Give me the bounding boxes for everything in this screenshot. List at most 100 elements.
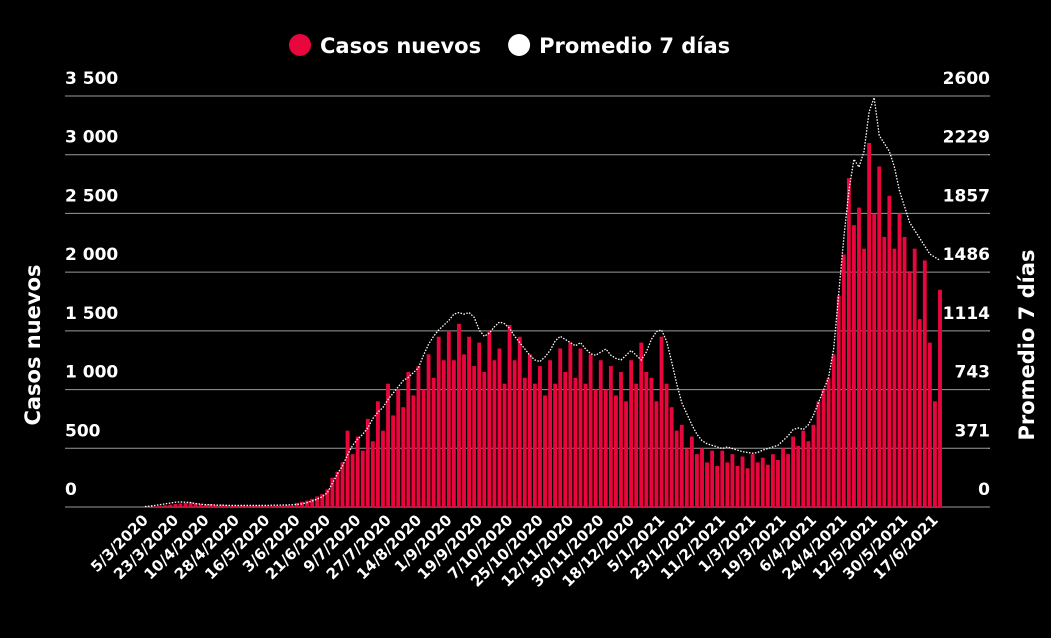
bar xyxy=(882,236,887,507)
bar xyxy=(477,342,482,507)
bar xyxy=(315,496,320,507)
bar xyxy=(517,336,522,507)
bar xyxy=(193,503,198,507)
bar xyxy=(330,477,335,507)
y-tick-label: 3 000 xyxy=(65,128,118,148)
bar xyxy=(305,500,309,507)
bar xyxy=(264,505,269,507)
y-tick-label: 3 500 xyxy=(65,69,118,89)
bar xyxy=(801,430,806,507)
bar xyxy=(543,395,547,507)
bar xyxy=(654,401,659,507)
bar xyxy=(532,383,537,507)
bar xyxy=(553,383,558,507)
bar xyxy=(583,383,588,507)
bar xyxy=(244,506,249,507)
bar xyxy=(776,460,780,507)
bar xyxy=(229,505,234,507)
bar xyxy=(163,505,168,507)
bar xyxy=(791,436,796,507)
bar xyxy=(851,225,856,507)
bar xyxy=(659,336,664,507)
bar xyxy=(755,462,760,507)
bar xyxy=(219,504,223,507)
bar xyxy=(568,342,573,507)
bar xyxy=(705,462,709,507)
bar xyxy=(745,468,750,507)
bar xyxy=(933,401,937,507)
bar xyxy=(770,454,775,507)
bar xyxy=(613,395,618,507)
bar xyxy=(846,178,851,507)
bar xyxy=(188,502,193,507)
bar xyxy=(689,436,694,507)
bar xyxy=(821,389,826,507)
bar xyxy=(365,418,370,507)
bar xyxy=(735,465,740,507)
bar xyxy=(538,366,542,507)
bar xyxy=(679,424,684,507)
bar xyxy=(168,504,173,507)
y2-tick-label: 2229 xyxy=(943,128,990,148)
bar xyxy=(224,505,228,507)
bar xyxy=(274,505,279,507)
bar xyxy=(649,377,654,507)
bar xyxy=(436,336,441,507)
bar xyxy=(289,505,294,507)
bar xyxy=(183,502,188,507)
bar xyxy=(781,448,785,507)
y2-tick-label: 2600 xyxy=(943,69,990,89)
bar xyxy=(345,430,350,507)
bar xyxy=(927,342,932,507)
bar xyxy=(608,366,613,507)
bar xyxy=(624,401,628,507)
bar xyxy=(816,401,821,507)
y2-tick-label: 0 xyxy=(978,480,990,500)
bar xyxy=(938,289,942,507)
bar xyxy=(710,450,715,507)
bar xyxy=(750,454,755,507)
bar xyxy=(507,324,512,507)
bar xyxy=(836,295,841,507)
y-tick-label: 1 500 xyxy=(65,304,118,324)
bar xyxy=(376,401,380,507)
bar xyxy=(877,166,882,507)
bar xyxy=(350,454,355,507)
bar xyxy=(441,360,446,507)
y2-axis-title: Promedio 7 días xyxy=(1015,249,1039,440)
bar xyxy=(897,213,902,507)
y2-tick-label: 1857 xyxy=(943,186,990,206)
bar xyxy=(401,407,406,507)
bar xyxy=(472,366,477,507)
bar xyxy=(593,389,598,507)
bar xyxy=(715,465,720,507)
bar xyxy=(396,389,401,507)
y2-tick-label: 1486 xyxy=(943,245,990,265)
bar xyxy=(284,505,289,507)
bar xyxy=(178,503,183,507)
bar xyxy=(370,441,375,507)
bar xyxy=(619,371,623,507)
bar xyxy=(279,505,284,507)
bar xyxy=(674,430,679,507)
bar xyxy=(426,354,431,507)
y-tick-label: 500 xyxy=(65,421,101,441)
bar xyxy=(502,383,507,507)
bar xyxy=(826,377,831,507)
bar xyxy=(213,505,218,507)
y2-tick-label: 743 xyxy=(955,363,991,383)
bar xyxy=(892,248,897,507)
bar xyxy=(254,505,259,507)
bar xyxy=(325,489,330,507)
bar xyxy=(786,454,791,507)
bar xyxy=(760,457,765,507)
bar xyxy=(457,323,461,507)
bar xyxy=(492,360,497,507)
bar xyxy=(497,348,502,507)
bar xyxy=(907,272,912,507)
bar xyxy=(684,448,689,507)
bar xyxy=(644,371,649,507)
bar xyxy=(355,436,360,507)
bar xyxy=(872,213,877,507)
